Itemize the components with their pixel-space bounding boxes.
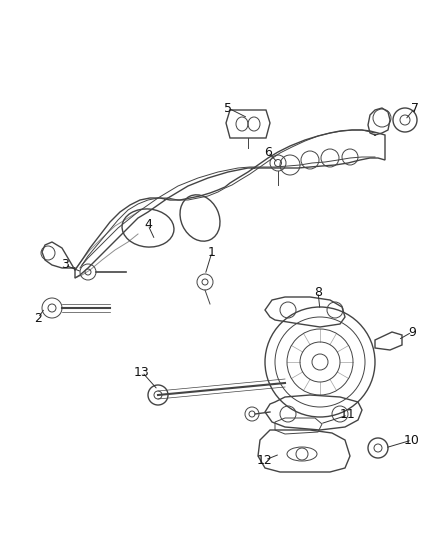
Text: 1: 1 xyxy=(208,246,216,259)
Text: 8: 8 xyxy=(314,286,322,298)
Text: 9: 9 xyxy=(408,326,416,338)
Text: 13: 13 xyxy=(134,366,150,378)
Text: 4: 4 xyxy=(144,219,152,231)
Text: 3: 3 xyxy=(61,259,69,271)
Text: 5: 5 xyxy=(224,101,232,115)
Text: 10: 10 xyxy=(404,433,420,447)
Text: 6: 6 xyxy=(264,146,272,158)
Text: 2: 2 xyxy=(34,311,42,325)
Text: 7: 7 xyxy=(411,101,419,115)
Text: 11: 11 xyxy=(340,408,356,422)
Text: 12: 12 xyxy=(257,454,273,466)
